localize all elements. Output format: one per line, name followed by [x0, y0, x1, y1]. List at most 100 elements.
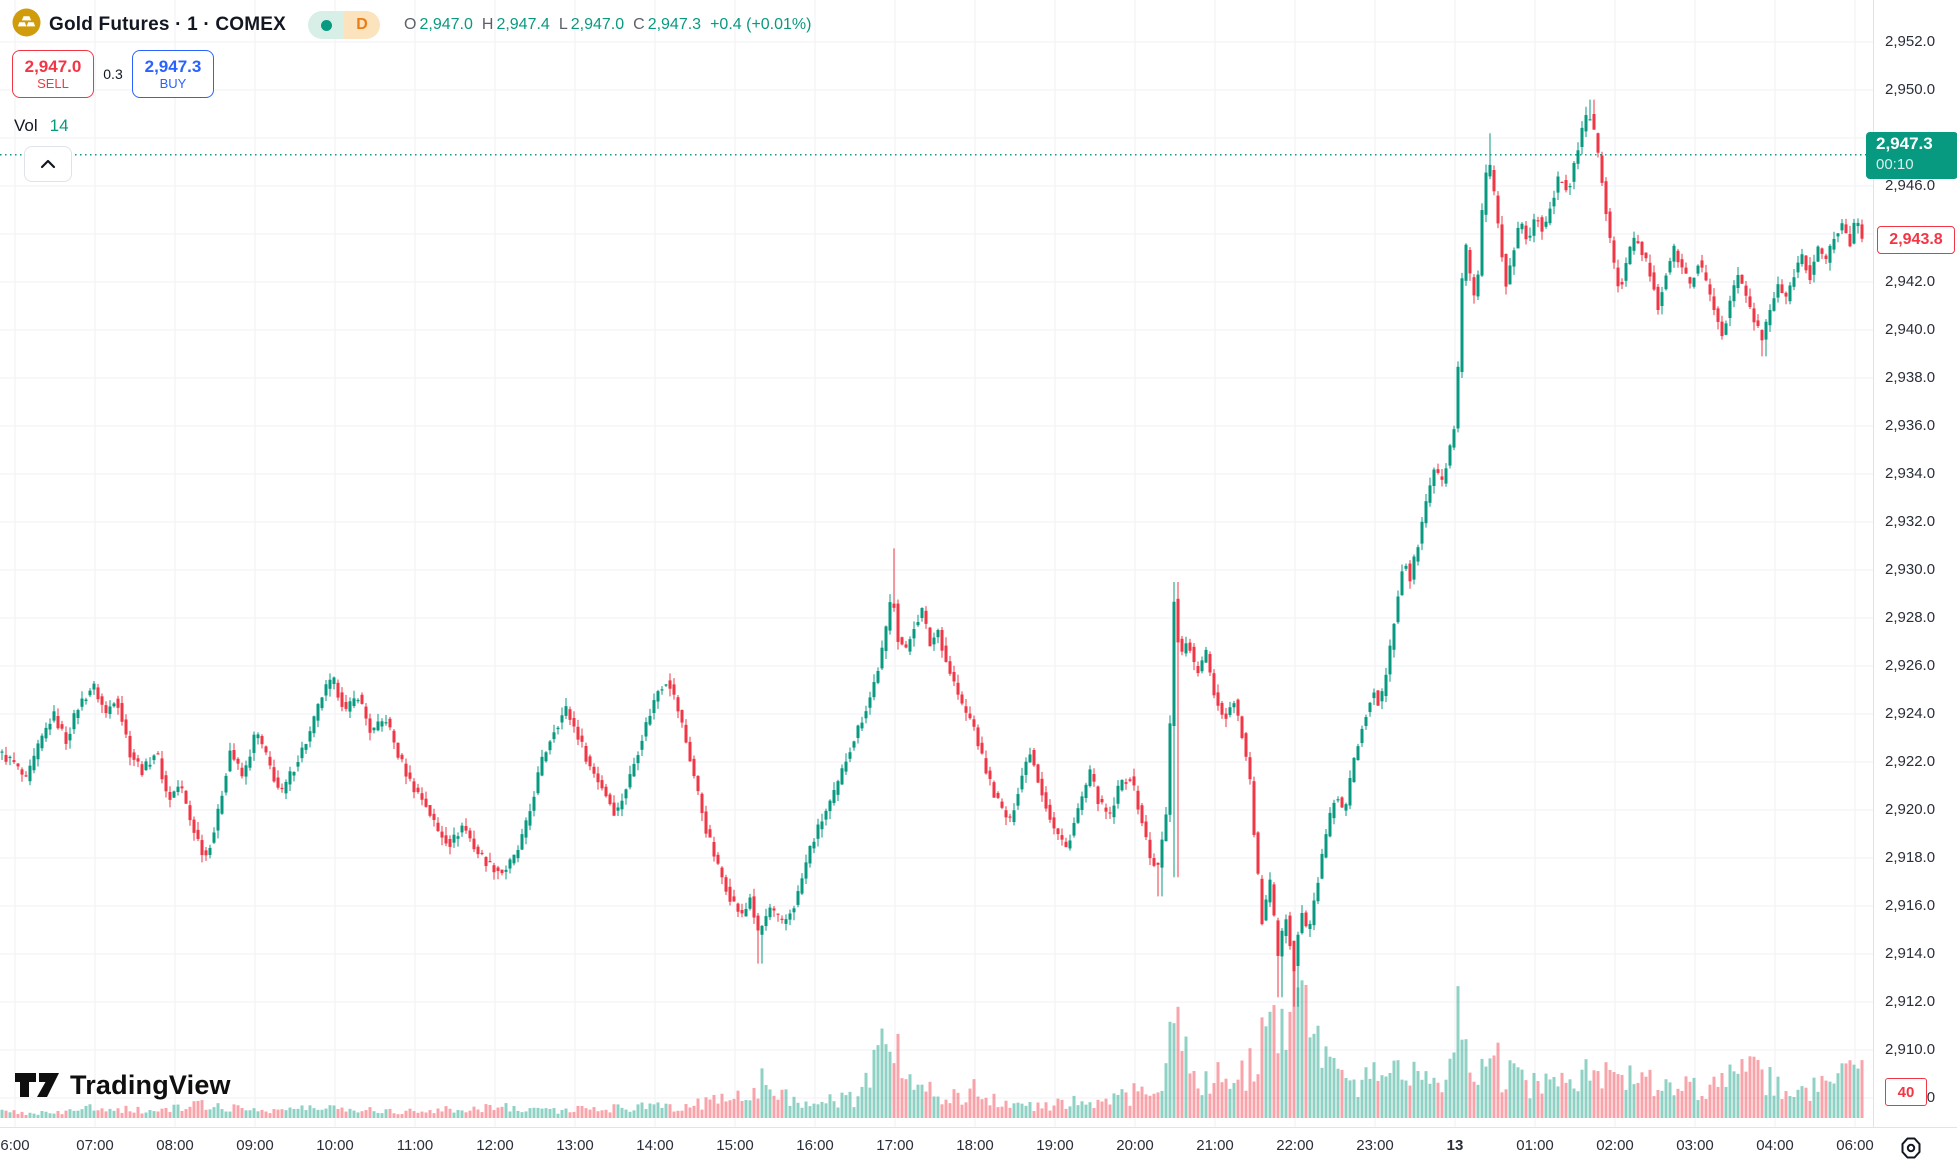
candle-body — [120, 703, 124, 722]
candle-body — [1676, 250, 1680, 263]
candle-body — [1304, 912, 1308, 927]
volume-bar — [1848, 1060, 1852, 1118]
candlestick-chart[interactable] — [0, 0, 1873, 1127]
candle-body — [480, 852, 484, 855]
candle-body — [1216, 692, 1220, 706]
price-axis-label: 2,942.0 — [1885, 273, 1936, 290]
volume-bar — [800, 1107, 804, 1118]
candle-body — [800, 878, 804, 894]
volume-bar — [1096, 1099, 1100, 1118]
candle-body — [508, 859, 512, 869]
price-axis-label: 2,934.0 — [1885, 465, 1936, 482]
candle-body — [1120, 779, 1124, 791]
candle-body — [832, 790, 836, 803]
candle-body — [540, 756, 544, 776]
volume-bar — [268, 1113, 272, 1118]
open-label: O — [404, 16, 417, 33]
volume-bar — [1236, 1079, 1240, 1118]
volume-bar — [1192, 1070, 1196, 1118]
volume-bar — [500, 1106, 504, 1118]
candle-body — [104, 705, 108, 714]
candle-body — [192, 819, 196, 833]
volume-bar — [420, 1111, 424, 1118]
volume-bar — [1216, 1062, 1220, 1118]
candle-body — [988, 770, 992, 779]
volume-bar — [1760, 1069, 1764, 1118]
interval-status-pill[interactable]: D — [308, 11, 381, 39]
volume-bar — [728, 1100, 732, 1118]
volume-bar — [556, 1113, 560, 1118]
volume-bar — [204, 1109, 208, 1118]
candle-body — [588, 756, 592, 767]
time-axis[interactable]: 6:00 07:00 08:00 09:00 10:00 11:00 12:00 13:00 1… — [0, 1127, 1957, 1167]
candle-body — [1776, 284, 1780, 298]
candle-body — [80, 698, 84, 707]
volume-bar — [1140, 1086, 1144, 1118]
candle-body — [76, 710, 80, 718]
volume-bar — [84, 1105, 88, 1118]
volume-bar — [924, 1091, 928, 1118]
volume-bar — [496, 1107, 500, 1118]
candle-body — [1248, 757, 1252, 780]
volume-bar — [1452, 1052, 1456, 1118]
candle-body — [1436, 469, 1440, 473]
candle-body — [1336, 799, 1340, 801]
candle-body — [108, 706, 112, 714]
volume-bar — [432, 1113, 436, 1118]
collapse-panel-button[interactable] — [24, 146, 72, 182]
symbol-title[interactable]: Gold Futures · 1 · COMEX — [49, 14, 287, 35]
candle-body — [128, 735, 132, 758]
volume-bar — [304, 1110, 308, 1118]
candle-body — [1380, 691, 1384, 702]
volume-bar — [1292, 966, 1296, 1118]
volume-bar — [1716, 1086, 1720, 1118]
volume-bar — [672, 1111, 676, 1118]
candle-body — [1080, 796, 1084, 810]
gear-icon[interactable] — [1896, 1133, 1926, 1163]
volume-bar — [448, 1108, 452, 1118]
candle-body — [1544, 221, 1548, 227]
volume-bar — [1752, 1056, 1756, 1118]
candle-body — [1420, 521, 1424, 544]
volume-bar — [1348, 1080, 1352, 1118]
volume-bar — [864, 1072, 868, 1118]
volume-bar — [336, 1108, 340, 1118]
volume-bar — [1432, 1077, 1436, 1118]
sell-button[interactable]: 2,947.0 SELL — [12, 50, 94, 98]
candle-body — [1272, 884, 1276, 916]
candle-body — [556, 727, 560, 730]
candle-body — [632, 763, 636, 777]
candle-body — [1772, 298, 1776, 311]
buy-button[interactable]: 2,947.3 BUY — [132, 50, 214, 98]
candle-body — [372, 727, 376, 731]
candle-body — [1792, 277, 1796, 287]
candle-body — [164, 775, 168, 792]
candle-body — [296, 762, 300, 767]
candle-body — [1260, 878, 1264, 925]
volume-bar — [772, 1095, 776, 1118]
candle-body — [904, 644, 908, 648]
volume-bar — [1548, 1079, 1552, 1118]
volume-bar — [640, 1102, 644, 1118]
candle-body — [756, 915, 760, 931]
candle-body — [464, 826, 468, 831]
volume-bar — [396, 1114, 400, 1118]
volume-bar — [696, 1098, 700, 1118]
candle-body — [1624, 263, 1628, 281]
chart-plot-area[interactable] — [0, 0, 1873, 1127]
volume-bar — [1048, 1110, 1052, 1118]
candle-body — [1212, 673, 1216, 696]
price-axis[interactable]: 2,908.02,910.02,912.02,914.02,916.02,918… — [1866, 0, 1957, 1127]
volume-bar — [1324, 1046, 1328, 1118]
candle-body — [1032, 750, 1036, 766]
candle-body — [1560, 181, 1564, 183]
trade-panel: 2,947.0 SELL 0.3 2,947.3 BUY — [12, 50, 214, 98]
candle-body — [432, 813, 436, 820]
volume-bar — [232, 1104, 236, 1118]
candle-body — [1252, 781, 1256, 835]
tradingview-logo[interactable]: TradingView — [14, 1068, 231, 1102]
tradingview-wordmark: TradingView — [70, 1069, 231, 1100]
volume-indicator-legend[interactable]: Vol 14 — [14, 116, 69, 136]
candle-body — [468, 830, 472, 839]
volume-bar — [1180, 1051, 1184, 1118]
